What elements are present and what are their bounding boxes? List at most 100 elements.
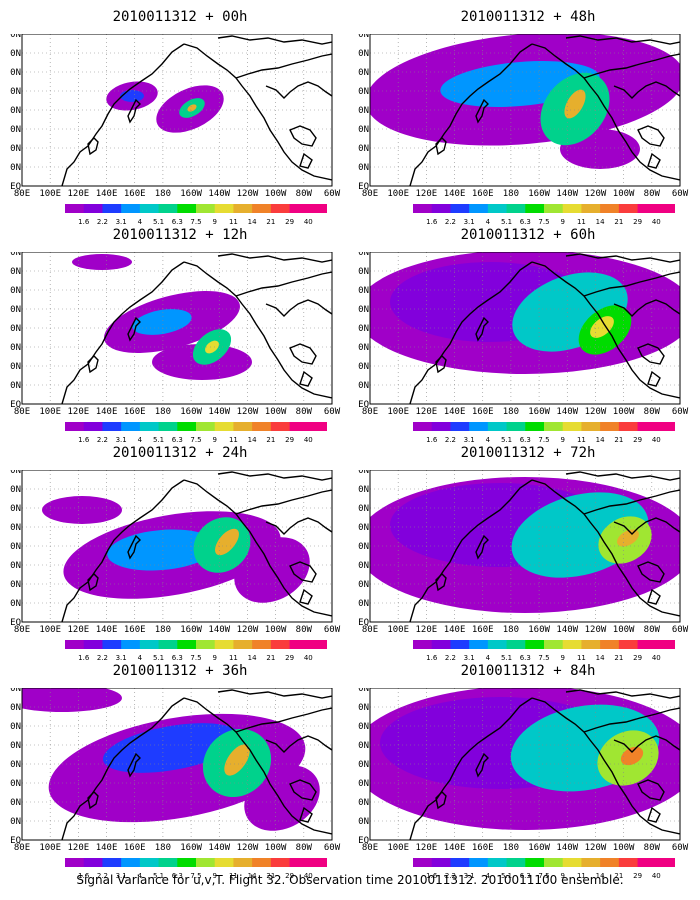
colorbar-swatch: [600, 858, 620, 867]
lon-tick-label: 60W: [324, 189, 341, 199]
colorbar-label: 29: [285, 872, 294, 880]
lon-tick-label: 80W: [296, 625, 313, 635]
colorbar-swatch: [252, 204, 272, 213]
lat-tick-label: 20N: [10, 144, 21, 154]
colorbar-swatch: [196, 640, 216, 649]
colorbar-label: 6.3: [172, 218, 183, 226]
colorbar-label: 14: [596, 436, 605, 444]
coastline: [475, 316, 489, 342]
colorbar-label: 7.5: [190, 654, 201, 662]
lon-tick-label: 160W: [180, 189, 202, 199]
colorbar-swatch: [308, 204, 327, 213]
lat-tick-label: EQ: [358, 400, 369, 410]
lon-tick-label: 120W: [585, 407, 607, 417]
coastline: [531, 697, 680, 835]
lon-tick-label: 160E: [124, 625, 146, 635]
coastline: [217, 253, 332, 263]
coastline: [613, 735, 680, 753]
colorbar-swatch: [233, 858, 253, 867]
panel-title: 2010011312 + 48h: [460, 9, 596, 25]
lat-tick-label: 30N: [358, 779, 369, 789]
panel-title: 2010011312 + 24h: [112, 445, 248, 461]
lon-tick-label: 140W: [556, 843, 578, 853]
lat-tick-label: 80N: [358, 252, 369, 258]
colorbar-label: 9: [212, 872, 216, 880]
variance-contour: [132, 309, 192, 335]
lon-tick-label: 120E: [416, 189, 438, 199]
lon-tick-label: 140E: [96, 407, 118, 417]
lat-tick-label: EQ: [10, 182, 21, 192]
colorbar-swatch: [308, 422, 327, 431]
coastline: [299, 370, 313, 387]
colorbar-label: 29: [633, 872, 642, 880]
variance-contour: [617, 529, 639, 547]
colorbar-label: 40: [652, 218, 661, 226]
colorbar-label: 1.6: [78, 436, 90, 444]
colorbar-label: 5.1: [153, 654, 164, 662]
lon-tick-label: 80E: [14, 843, 30, 853]
colorbar-label: 6.3: [520, 218, 531, 226]
map-panel: 2010011312 + 72h 80E 100E 120E 140E 160E 180 16…: [358, 444, 698, 662]
lon-tick-label: 160W: [180, 843, 202, 853]
colorbar-swatch: [431, 858, 451, 867]
colorbar-swatch: [139, 422, 160, 431]
colorbar-swatch: [562, 422, 582, 431]
lat-tick-label: 70N: [10, 485, 21, 495]
lon-tick-label: 140E: [96, 625, 118, 635]
colorbar-swatch: [83, 640, 103, 649]
variance-map: 80E 100E 120E 140E 160E 180 160W 140W 120W 100W 80…: [358, 252, 689, 417]
colorbar-label: 14: [248, 218, 257, 226]
colorbar-swatch: [469, 640, 489, 649]
colorbar-swatch: [637, 858, 657, 867]
colorbar-label: 40: [304, 654, 313, 662]
colorbar-label: 4: [138, 654, 143, 662]
lat-tick-label: EQ: [358, 836, 369, 846]
colorbar-label: 29: [285, 218, 294, 226]
lat-tick-label: 10N: [10, 381, 21, 391]
colorbar-label: 2.2: [97, 218, 108, 226]
map-panel: 2010011312 + 48h 80E 100E 120E 140E 160E 180 16…: [358, 8, 698, 226]
colorbar-swatch: [637, 640, 657, 649]
coastline: [235, 271, 332, 297]
colorbar-label: 1.6: [426, 218, 438, 226]
colorbar-swatch: [121, 204, 141, 213]
coastline: [217, 35, 332, 45]
colorbar-swatch: [139, 858, 160, 867]
colorbar-label: 4: [138, 218, 143, 226]
colorbar-label: 9: [212, 218, 216, 226]
lon-tick-label: 120W: [585, 189, 607, 199]
coastline: [127, 752, 141, 778]
colorbar-swatch: [158, 422, 178, 431]
lon-tick-label: 140W: [208, 407, 230, 417]
colorbar-label: 2.2: [97, 436, 108, 444]
colorbar-swatch: [83, 204, 103, 213]
lon-tick-label: 160W: [528, 625, 550, 635]
colorbar-swatch: [65, 422, 85, 431]
coastline: [637, 343, 665, 365]
colorbar-swatch: [102, 422, 122, 431]
colorbar-swatch: [65, 640, 85, 649]
colorbar-label: 14: [248, 436, 257, 444]
lat-tick-label: 50N: [358, 305, 369, 315]
lon-tick-label: 140E: [96, 843, 118, 853]
coastline: [613, 81, 680, 99]
lon-tick-label: 100W: [265, 407, 287, 417]
lat-tick-label: 20N: [10, 362, 21, 372]
lon-tick-label: 140E: [444, 189, 466, 199]
colorbar-label: 6.3: [172, 872, 183, 880]
coastline: [647, 370, 661, 387]
coastline: [637, 561, 665, 583]
coastline: [583, 271, 680, 297]
colorbar-swatch: [413, 204, 433, 213]
lon-tick-label: 100E: [387, 407, 409, 417]
lon-tick-label: 60W: [324, 843, 341, 853]
colorbar-label: 40: [304, 872, 313, 880]
colorbar-swatch: [487, 422, 508, 431]
panel-title: 2010011312 + 36h: [112, 663, 248, 679]
colorbar-swatch: [121, 422, 141, 431]
colorbar-label: 2.2: [445, 218, 456, 226]
colorbar-swatch: [637, 422, 657, 431]
coastline: [87, 573, 99, 592]
variance-map: 80E 100E 120E 140E 160E 180 160W 140W 120W 100W 80…: [10, 252, 341, 417]
coastline: [289, 125, 317, 147]
